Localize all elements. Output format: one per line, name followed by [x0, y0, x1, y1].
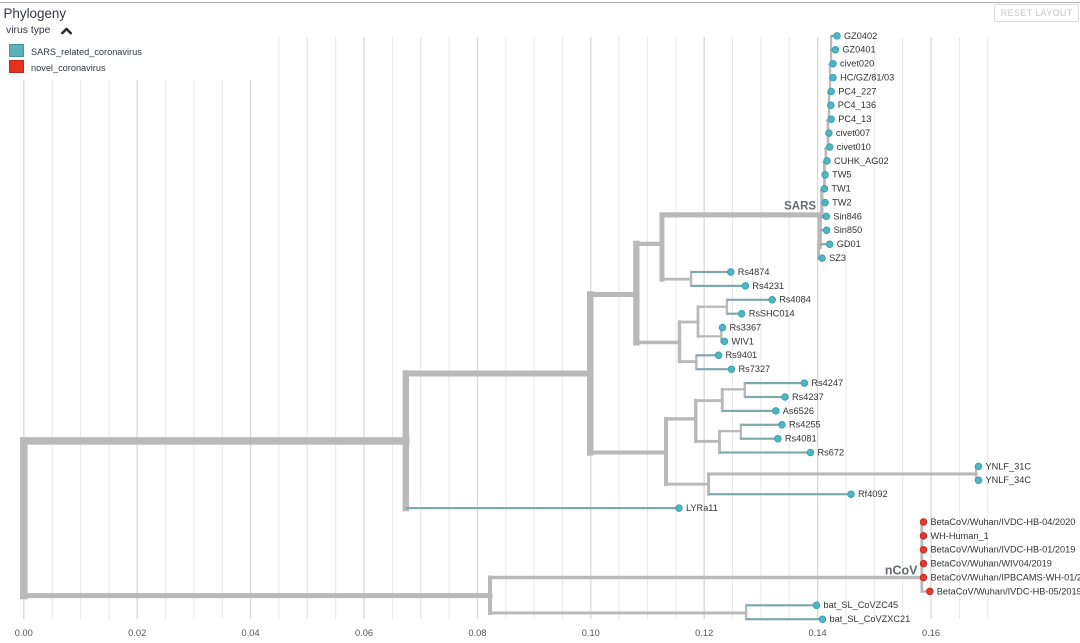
- svg-text:SARS: SARS: [784, 200, 816, 212]
- svg-text:Sin846: Sin846: [833, 211, 862, 221]
- svg-text:BetaCoV/Wuhan/IVDC-HB-05/2019: BetaCoV/Wuhan/IVDC-HB-05/2019: [937, 586, 1080, 596]
- svg-text:TW5: TW5: [832, 170, 851, 180]
- svg-text:0.02: 0.02: [128, 628, 146, 638]
- svg-text:TW1: TW1: [831, 184, 850, 194]
- svg-text:Rs9401: Rs9401: [726, 350, 758, 360]
- svg-text:civet007: civet007: [836, 128, 870, 138]
- svg-text:TW2: TW2: [832, 198, 851, 208]
- svg-text:PC4_227: PC4_227: [838, 86, 876, 96]
- svg-text:BetaCoV/Wuhan/IVDC-HB-04/2020: BetaCoV/Wuhan/IVDC-HB-04/2020: [931, 517, 1076, 527]
- svg-text:0.06: 0.06: [355, 628, 373, 638]
- svg-text:CUHK_AG02: CUHK_AG02: [834, 156, 889, 166]
- svg-text:Rs4081: Rs4081: [785, 434, 817, 444]
- svg-text:0.04: 0.04: [242, 628, 260, 638]
- svg-text:WIV1: WIV1: [732, 336, 754, 346]
- svg-text:GZ0402: GZ0402: [844, 31, 877, 41]
- svg-text:0.00: 0.00: [15, 628, 33, 638]
- svg-text:civet020: civet020: [840, 59, 874, 69]
- svg-text:Rs4231: Rs4231: [752, 281, 784, 291]
- svg-text:RsSHC014: RsSHC014: [749, 309, 795, 319]
- svg-text:Rs4247: Rs4247: [811, 378, 843, 388]
- svg-text:Rs4084: Rs4084: [779, 295, 811, 305]
- svg-text:Rs4237: Rs4237: [792, 392, 824, 402]
- svg-text:SZ3: SZ3: [829, 253, 846, 263]
- svg-text:WH-Human_1: WH-Human_1: [931, 531, 989, 541]
- svg-text:Rs4255: Rs4255: [789, 420, 821, 430]
- svg-text:bat_SL_CoVZC45: bat_SL_CoVZC45: [824, 600, 899, 610]
- svg-text:bat_SL_CoVZXC21: bat_SL_CoVZXC21: [830, 614, 911, 624]
- svg-text:Rs672: Rs672: [818, 447, 845, 457]
- svg-text:HC/GZ/81/03: HC/GZ/81/03: [840, 73, 894, 83]
- svg-text:Rs4874: Rs4874: [738, 267, 770, 277]
- svg-text:Rs3367: Rs3367: [730, 322, 762, 332]
- svg-text:0.16: 0.16: [922, 628, 940, 638]
- svg-text:Rs7327: Rs7327: [739, 364, 771, 374]
- svg-text:0.14: 0.14: [809, 628, 827, 638]
- svg-text:LYRa11: LYRa11: [686, 503, 718, 513]
- svg-text:BetaCoV/Wuhan/IPBCAMS-WH-01/20: BetaCoV/Wuhan/IPBCAMS-WH-01/2019: [931, 572, 1080, 582]
- svg-text:0.10: 0.10: [582, 628, 600, 638]
- svg-text:PC4_13: PC4_13: [838, 114, 871, 124]
- svg-text:As6526: As6526: [783, 406, 814, 416]
- svg-text:civet010: civet010: [837, 142, 871, 152]
- svg-text:Rf4092: Rf4092: [858, 489, 888, 499]
- svg-text:0.08: 0.08: [468, 628, 486, 638]
- svg-text:Sin850: Sin850: [834, 225, 863, 235]
- svg-text:GD01: GD01: [837, 239, 861, 249]
- svg-text:GZ0401: GZ0401: [842, 45, 875, 55]
- svg-text:PC4_136: PC4_136: [838, 100, 876, 110]
- svg-text:YNLF_31C: YNLF_31C: [986, 461, 1032, 471]
- svg-text:BetaCoV/Wuhan/WIV04/2019: BetaCoV/Wuhan/WIV04/2019: [931, 559, 1052, 569]
- svg-text:YNLF_34C: YNLF_34C: [986, 475, 1032, 485]
- svg-text:nCoV: nCoV: [885, 564, 918, 578]
- svg-text:BetaCoV/Wuhan/IVDC-HB-01/2019: BetaCoV/Wuhan/IVDC-HB-01/2019: [931, 545, 1076, 555]
- svg-text:0.12: 0.12: [695, 628, 713, 638]
